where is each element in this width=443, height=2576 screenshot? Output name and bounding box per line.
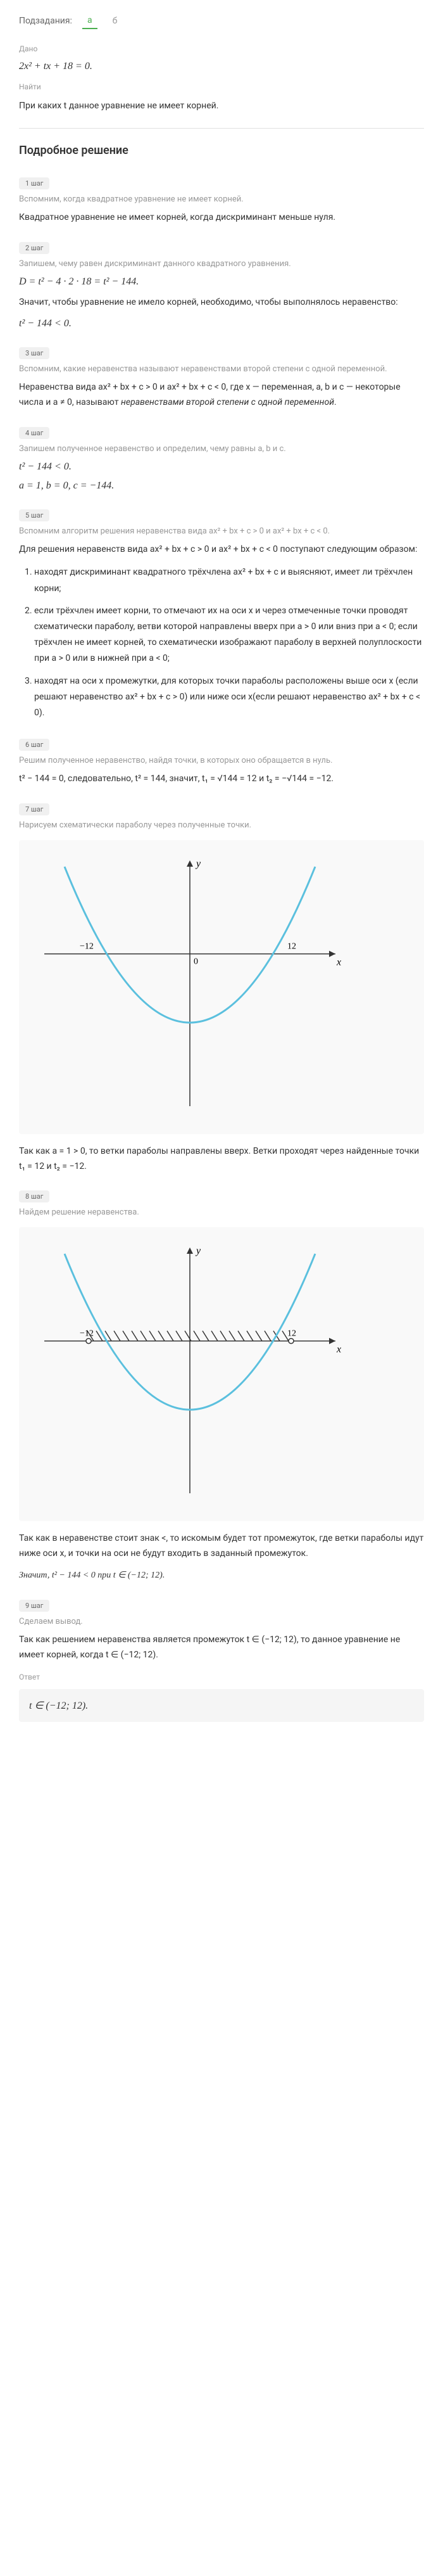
divider [19,128,424,129]
step-list: находят дискриминант квадратного трёхчле… [34,564,424,721]
step-text: t² − 144 = 0, следовательно, t² = 144, з… [19,772,424,787]
step-badge: 7 шаг [19,803,49,815]
subtasks-nav: Подзадания: а б [19,13,424,29]
given-label: Дано [19,44,424,53]
answer-label: Ответ [19,1673,424,1681]
given-formula: 2x² + tx + 18 = 0. [19,61,424,72]
svg-text:x: x [336,1344,341,1355]
step-text: Так как решением неравенства является пр… [19,1633,424,1663]
subtasks-label: Подзадания: [19,16,72,26]
step-badge: 1 шаг [19,177,49,189]
subtask-tab-a[interactable]: а [82,13,97,29]
parabola-chart: x y −12 12 [32,1240,348,1506]
step-badge: 3 шаг [19,347,49,359]
step-text: Для решения неравенств вида ax² + bx + c… [19,542,424,558]
step-intro: Нарисуем схематически параболу через пол… [19,820,424,830]
chart-wrap: x y −12 0 12 [19,840,424,1134]
step-badge: 5 шаг [19,509,49,521]
step-formula2: a = 1, b = 0, c = −144. [19,480,424,492]
svg-text:x: x [336,957,341,967]
step-badge: 2 шаг [19,242,49,254]
step-intro: Вспомним, когда квадратное уравнение не … [19,194,424,204]
step-intro: Вспомним, какие неравенства называют нер… [19,364,424,374]
step-after: Так как в неравенстве стоит знак <, то и… [19,1531,424,1562]
find-label: Найти [19,82,424,91]
answer-box: t ∈ (−12; 12). [19,1689,424,1722]
step-intro: Запишем, чему равен дискриминант данного… [19,259,424,269]
list-item: находят на оси x промежутки, для которых… [34,673,424,722]
subtask-tab-b[interactable]: б [108,13,123,29]
step-badge: 9 шаг [19,1600,49,1612]
chart-wrap: x y −12 12 [19,1227,424,1521]
step-badge: 6 шаг [19,739,49,751]
svg-text:12: 12 [287,1329,296,1339]
list-item: если трёхчлен имеет корни, то отмечают и… [34,603,424,667]
step-formula2: t² − 144 < 0. [19,318,424,329]
step-formula: t² − 144 < 0. [19,461,424,473]
step-after2: Значит, t² − 144 < 0 при t ∈ (−12; 12). [19,1568,424,1583]
step-after: Так как a = 1 > 0, то ветки параболы нап… [19,1144,424,1175]
list-item: находят дискриминант квадратного трёхчле… [34,564,424,596]
step-formula: D = t² − 4 · 2 · 18 = t² − 144. [19,276,424,288]
svg-text:y: y [195,858,201,869]
step-text: Значит, чтобы уравнение не имело корней,… [19,295,424,310]
svg-text:12: 12 [287,941,296,951]
step-badge: 4 шаг [19,427,49,439]
step-text: Неравенства вида ax² + bx + c > 0 и ax² … [19,380,424,411]
step-text: Квадратное уравнение не имеет корней, ко… [19,210,424,226]
find-text: При каких t данное уравнение не имеет ко… [19,99,424,113]
step-intro: Сделаем вывод. [19,1617,424,1626]
step-intro: Найдем решение неравенства. [19,1208,424,1217]
step-badge: 8 шаг [19,1190,49,1202]
solution-title: Подробное решение [19,144,424,157]
svg-text:y: y [195,1246,201,1256]
step-intro: Запишем полученное неравенство и определ… [19,444,424,454]
parabola-chart: x y −12 0 12 [32,853,348,1119]
step-intro: Решим полученное неравенство, найдя точк… [19,756,424,765]
svg-text:−12: −12 [80,941,94,951]
step-intro: Вспомним алгоритм решения неравенства ви… [19,526,424,536]
svg-text:0: 0 [194,957,198,966]
